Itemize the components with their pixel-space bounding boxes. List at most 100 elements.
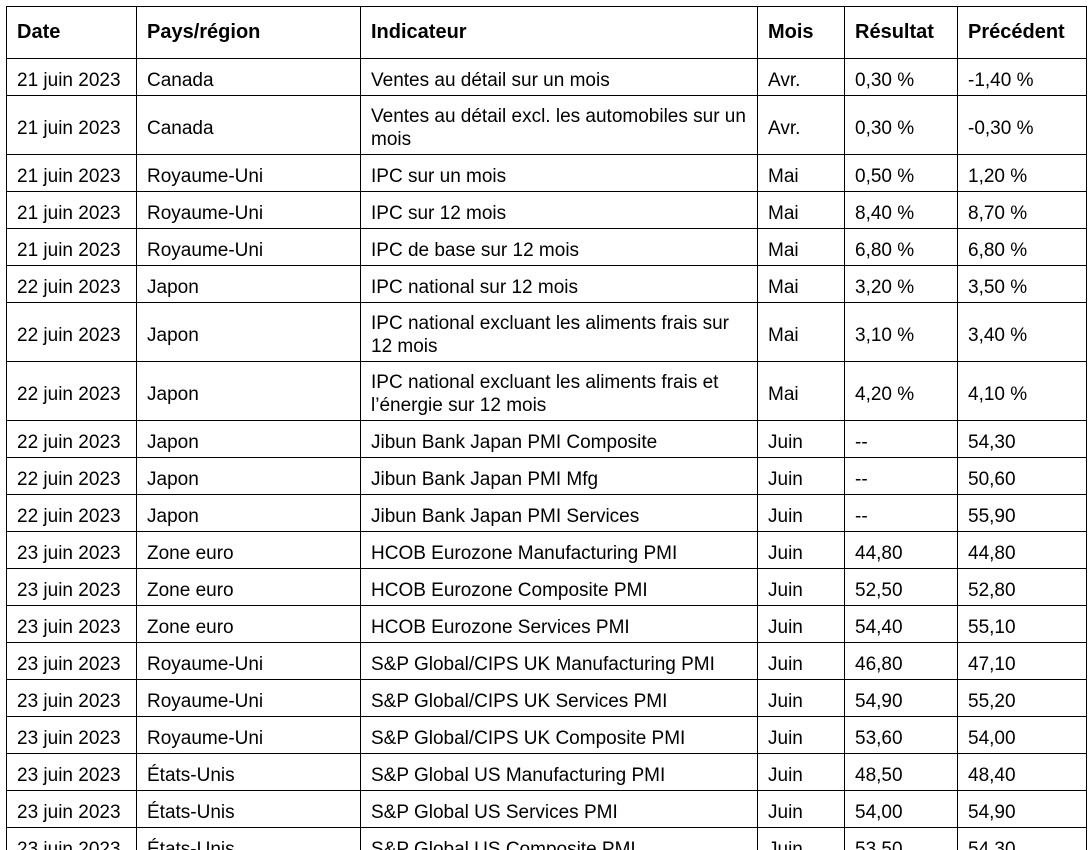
table-cell: 3,10 % xyxy=(844,302,958,362)
table-cell: 47,10 xyxy=(957,642,1087,680)
table-cell: Canada xyxy=(136,95,361,155)
table-row: 23 juin 2023 États-Unis S&P Global US Serv… xyxy=(6,790,1087,828)
table-cell: HCOB Eurozone Services PMI xyxy=(360,605,758,643)
table-row: 22 juin 2023 Japon Jibun Bank Japan PMI Se… xyxy=(6,494,1087,532)
table-cell: -- xyxy=(844,494,958,532)
table-cell: Zone euro xyxy=(136,605,361,643)
table-cell: 53,50 xyxy=(844,827,958,850)
table-cell: 0,30 % xyxy=(844,58,958,96)
table-cell: -- xyxy=(844,457,958,495)
table-row: 22 juin 2023 Japon Jibun Bank Japan PMI Co… xyxy=(6,420,1087,458)
table-cell: Juin xyxy=(757,420,845,458)
table-cell: -1,40 % xyxy=(957,58,1087,96)
table-cell: S&P Global US Composite PMI xyxy=(360,827,758,850)
table-cell: IPC national excluant les aliments frais… xyxy=(360,302,758,362)
table-cell: HCOB Eurozone Composite PMI xyxy=(360,568,758,606)
table-cell: 54,90 xyxy=(957,790,1087,828)
table-cell: Royaume-Uni xyxy=(136,191,361,229)
table-cell: 54,90 xyxy=(844,679,958,717)
table-cell: Zone euro xyxy=(136,568,361,606)
table-cell: Japon xyxy=(136,494,361,532)
header-cell: Pays/région xyxy=(136,6,361,59)
table-cell: Ventes au détail sur un mois xyxy=(360,58,758,96)
table-cell: Royaume-Uni xyxy=(136,642,361,680)
table-cell: Jibun Bank Japan PMI Services xyxy=(360,494,758,532)
table-cell: 3,20 % xyxy=(844,265,958,303)
table-cell: Avr. xyxy=(757,95,845,155)
table-cell: 23 juin 2023 xyxy=(6,790,137,828)
table-cell: IPC national excluant les aliments frais… xyxy=(360,361,758,421)
table-row: 22 juin 2023 Japon IPC national excluant l… xyxy=(6,361,1087,421)
table-cell: 54,40 xyxy=(844,605,958,643)
table-row: 23 juin 2023 Royaume-Uni S&P Global/CIPS U… xyxy=(6,716,1087,754)
table-cell: Mai xyxy=(757,302,845,362)
table-row: 23 juin 2023 Royaume-Uni S&P Global/CIPS U… xyxy=(6,679,1087,717)
table-cell: Juin xyxy=(757,716,845,754)
table-cell: 52,80 xyxy=(957,568,1087,606)
table-cell: Juin xyxy=(757,753,845,791)
table-cell: Mai xyxy=(757,361,845,421)
table-row: 22 juin 2023 Japon Jibun Bank Japan PMI Mf… xyxy=(6,457,1087,495)
table-cell: Mai xyxy=(757,191,845,229)
table-cell: 21 juin 2023 xyxy=(6,228,137,266)
table-cell: IPC de base sur 12 mois xyxy=(360,228,758,266)
table-cell: 44,80 xyxy=(844,531,958,569)
table-cell: 8,40 % xyxy=(844,191,958,229)
table-cell: États-Unis xyxy=(136,753,361,791)
table-cell: Royaume-Uni xyxy=(136,679,361,717)
header-cell: Précédent xyxy=(957,6,1087,59)
table-cell: 44,80 xyxy=(957,531,1087,569)
table-cell: IPC sur un mois xyxy=(360,154,758,192)
table-cell: 53,60 xyxy=(844,716,958,754)
table-cell: 55,90 xyxy=(957,494,1087,532)
table-cell: 23 juin 2023 xyxy=(6,716,137,754)
table-cell: 22 juin 2023 xyxy=(6,457,137,495)
table-cell: Juin xyxy=(757,568,845,606)
table-row: 21 juin 2023 Canada Ventes au détail excl.… xyxy=(6,95,1087,155)
table-cell: 21 juin 2023 xyxy=(6,191,137,229)
table-cell: 46,80 xyxy=(844,642,958,680)
table-cell: 23 juin 2023 xyxy=(6,827,137,850)
header-cell: Mois xyxy=(757,6,845,59)
table-cell: 3,50 % xyxy=(957,265,1087,303)
table-cell: Royaume-Uni xyxy=(136,228,361,266)
table-cell: 4,20 % xyxy=(844,361,958,421)
table-cell: 54,00 xyxy=(844,790,958,828)
table-cell: Mai xyxy=(757,228,845,266)
table-cell: 23 juin 2023 xyxy=(6,605,137,643)
table-row: 22 juin 2023 Japon IPC national sur 12 moi… xyxy=(6,265,1087,303)
table-cell: S&P Global US Services PMI xyxy=(360,790,758,828)
table-cell: Japon xyxy=(136,457,361,495)
header-cell: Date xyxy=(6,6,137,59)
table-cell: 22 juin 2023 xyxy=(6,420,137,458)
table-cell: 3,40 % xyxy=(957,302,1087,362)
table-cell: Juin xyxy=(757,642,845,680)
table-cell: Jibun Bank Japan PMI Mfg xyxy=(360,457,758,495)
table-cell: 1,20 % xyxy=(957,154,1087,192)
table-cell: 21 juin 2023 xyxy=(6,58,137,96)
table-cell: S&P Global/CIPS UK Services PMI xyxy=(360,679,758,717)
table-cell: Avr. xyxy=(757,58,845,96)
table-row: 23 juin 2023 États-Unis S&P Global US Manu… xyxy=(6,753,1087,791)
table-cell: 23 juin 2023 xyxy=(6,642,137,680)
table-row: 21 juin 2023 Canada Ventes au détail sur u… xyxy=(6,58,1087,96)
table-cell: 55,20 xyxy=(957,679,1087,717)
table-cell: Mai xyxy=(757,265,845,303)
table-row: 23 juin 2023 Zone euro HCOB Eurozone Compo… xyxy=(6,568,1087,606)
table-row: 21 juin 2023 Royaume-Uni IPC de base sur 1… xyxy=(6,228,1087,266)
table-row: 23 juin 2023 États-Unis S&P Global US Comp… xyxy=(6,827,1087,850)
table-cell: 21 juin 2023 xyxy=(6,95,137,155)
table-cell: S&P Global/CIPS UK Composite PMI xyxy=(360,716,758,754)
table-body: 21 juin 2023 Canada Ventes au détail sur u… xyxy=(6,58,1087,850)
table-cell: 22 juin 2023 xyxy=(6,265,137,303)
table-cell: 54,30 xyxy=(957,827,1087,850)
table-cell: Japon xyxy=(136,420,361,458)
table-cell: Juin xyxy=(757,531,845,569)
table-cell: Jibun Bank Japan PMI Composite xyxy=(360,420,758,458)
table-cell: -0,30 % xyxy=(957,95,1087,155)
table-cell: 22 juin 2023 xyxy=(6,302,137,362)
header-cell: Résultat xyxy=(844,6,958,59)
table-cell: 0,30 % xyxy=(844,95,958,155)
table-cell: Canada xyxy=(136,58,361,96)
